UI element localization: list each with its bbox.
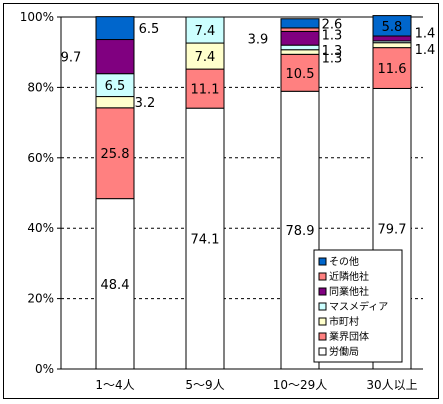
bar-segment [185,107,225,370]
bar-segment [280,30,320,46]
data-label: 11.6 [378,62,407,77]
legend-swatch [318,257,327,266]
bar-segment [280,49,320,55]
data-label: 2.6 [322,17,343,32]
y-tick-label: 0% [35,362,54,376]
bar-segment [280,90,320,370]
bar-segment [280,44,320,51]
bar-segment [95,39,135,75]
data-label: 48.4 [101,278,130,293]
x-tick-label: 30人以上 [366,378,417,392]
data-label: 25.8 [101,147,130,162]
legend-swatch [318,287,327,296]
legend-swatch [318,347,327,356]
bar-segment [280,27,320,32]
bar-segment [95,198,135,370]
legend-label: 近隣他社 [329,270,369,283]
data-label: 1.3 [322,28,343,43]
bar-segment [185,42,225,70]
data-label: 1.3 [322,44,343,59]
legend-box [313,249,403,363]
bar-segment [95,96,135,109]
legend-swatch [318,272,327,281]
data-label: 6.5 [139,22,160,37]
legend-swatch [318,302,327,311]
bar-segment [185,68,225,109]
x-tick-label: 1～4人 [95,378,134,392]
data-label: 3.2 [135,96,156,111]
x-tick-label: 5～9人 [185,378,224,392]
data-label: 5.8 [382,20,403,35]
data-label: 9.7 [61,51,82,66]
data-label: 3.9 [248,32,269,47]
data-label: 1.3 [322,51,343,66]
bar-segment [95,16,135,41]
data-label: 10.5 [286,67,315,82]
bar-segment [280,53,320,92]
y-tick-label: 40% [27,221,54,235]
y-tick-label: 60% [27,151,54,165]
bar-segment [280,18,320,29]
data-label: 11.1 [191,83,220,98]
data-label: 1.4 [415,26,436,41]
x-tick-label: 10～29人 [273,378,328,392]
data-label: 1.4 [415,43,436,58]
legend-label: 業界団体 [329,330,369,343]
bar-segment [95,107,135,200]
legend-label: 市町村 [329,315,359,328]
y-tick-label: 80% [27,80,54,94]
legend-swatch [318,317,327,326]
bar-segment [372,42,412,49]
data-label: 78.9 [286,224,315,239]
y-tick-label: 20% [27,292,54,306]
data-label: 6.5 [105,79,126,94]
data-label: 7.4 [195,50,216,65]
data-label: 79.7 [378,223,407,238]
y-tick-label: 100% [20,10,54,24]
legend-label: マスメディア [329,300,388,313]
legend-label: その他 [329,255,359,268]
legend-label: 労働局 [329,345,359,358]
data-label: 7.4 [195,24,216,39]
legend-swatch [318,332,327,341]
bar-segment [372,35,412,42]
legend-label: 同業他社 [329,285,369,298]
bar-segment [372,15,412,37]
data-label: 74.1 [191,233,220,248]
bar-segment [185,16,225,44]
